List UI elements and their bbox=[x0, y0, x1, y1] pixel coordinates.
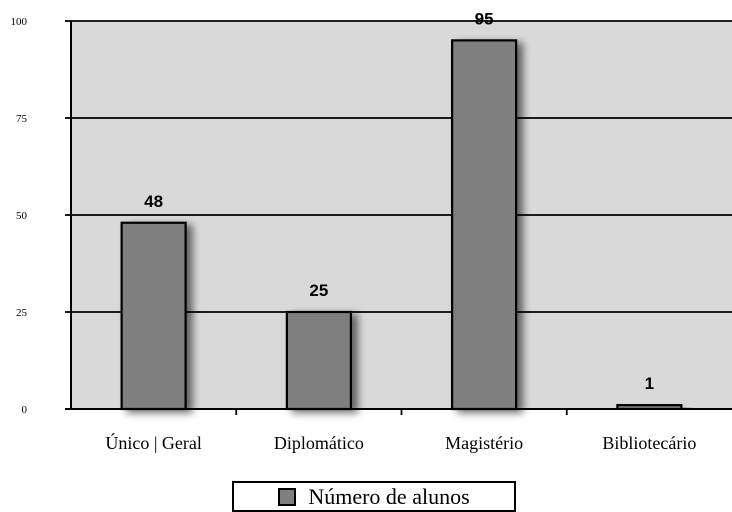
bar bbox=[285, 310, 352, 411]
bar-chart: 0 25 50 75 100 48 Único | Geral 25 Diplomático 95… bbox=[11, 9, 732, 453]
data-label: 48 bbox=[144, 192, 163, 211]
x-tick-label: Magistério bbox=[445, 433, 523, 453]
x-tick-label: Diplomático bbox=[274, 433, 364, 453]
data-label: 1 bbox=[645, 374, 654, 393]
y-tick-label: 75 bbox=[16, 113, 28, 125]
x-tick-label: Único | Geral bbox=[105, 432, 202, 453]
y-tick-label: 25 bbox=[16, 307, 28, 319]
y-tick-label: 0 bbox=[22, 404, 28, 416]
legend-swatch bbox=[278, 487, 297, 506]
legend: Número de alunos bbox=[232, 481, 516, 512]
data-label: 95 bbox=[475, 9, 494, 28]
data-label: 25 bbox=[309, 281, 328, 300]
y-tick-label: 100 bbox=[11, 16, 28, 28]
bar bbox=[616, 404, 683, 411]
labels: 0 25 50 75 100 48 Único | Geral 25 Diplomático 95… bbox=[11, 9, 697, 453]
bars bbox=[120, 39, 683, 411]
x-tick-label: Bibliotecário bbox=[602, 433, 696, 453]
bar bbox=[120, 221, 187, 411]
bar bbox=[451, 39, 518, 411]
y-tick-label: 50 bbox=[16, 210, 28, 222]
legend-label: Número de alunos bbox=[308, 483, 470, 509]
